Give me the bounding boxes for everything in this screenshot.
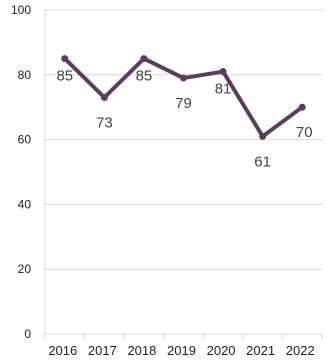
x-tick-label: 2016 [48, 343, 77, 358]
y-tick-label: 100 [11, 3, 31, 17]
data-point [219, 68, 227, 76]
data-point [180, 74, 187, 82]
data-label: 79 [175, 95, 192, 112]
x-tick-label: 2021 [246, 343, 275, 358]
data-point [140, 55, 148, 63]
x-axis: 2016 2017 2018 2019 2020 2021 2022 [44, 334, 323, 358]
gridlines [45, 9, 322, 335]
y-tick-label: 80 [18, 68, 32, 82]
data-point [259, 132, 267, 140]
data-label: 70 [296, 124, 313, 141]
y-tick-label: 0 [24, 327, 31, 341]
y-tick-label: 40 [18, 197, 32, 211]
data-label: 81 [215, 81, 232, 98]
data-label: 85 [56, 68, 73, 85]
data-point [100, 93, 108, 101]
x-tick-label: 2018 [127, 343, 156, 358]
y-tick-label: 20 [18, 262, 32, 276]
data-label: 61 [254, 153, 271, 170]
data-label: 85 [136, 68, 153, 85]
x-tick-label: 2017 [88, 343, 117, 358]
x-tick-label: 2019 [167, 343, 196, 358]
data-point [298, 103, 306, 111]
data-labels: 85 73 85 79 81 61 70 [56, 68, 312, 171]
x-tick-label: 2022 [286, 343, 315, 358]
y-axis: 0 20 40 60 80 100 [11, 3, 46, 341]
y-tick-label: 60 [18, 133, 32, 147]
data-point [61, 55, 69, 63]
series-layer [61, 55, 306, 140]
data-label: 73 [96, 114, 113, 131]
x-tick-label: 2020 [207, 343, 236, 358]
